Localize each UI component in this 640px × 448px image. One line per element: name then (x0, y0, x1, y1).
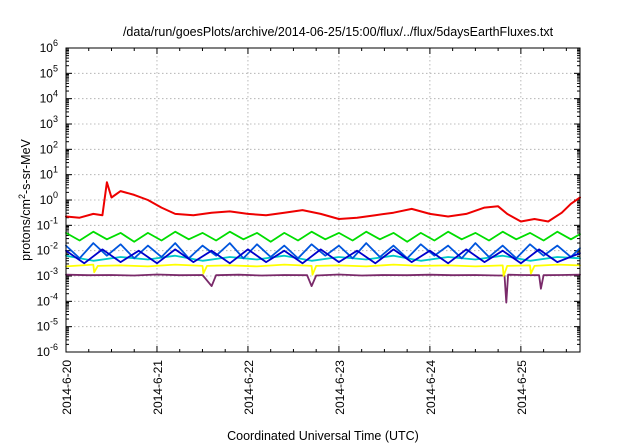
y-tick-label: 100 (40, 190, 58, 207)
y-tick-label: 104 (40, 89, 58, 106)
y-tick-label: 10-2 (37, 241, 58, 258)
series-line (65, 254, 581, 262)
series-line (65, 242, 581, 260)
x-tick-label: 2014-6-20 (60, 360, 74, 415)
y-tick-label: 10-6 (37, 342, 58, 359)
plot-frame (65, 47, 581, 353)
x-tick-label: 2014-6-25 (515, 360, 529, 415)
series-line (65, 263, 581, 277)
x-tick-label: 2014-6-21 (151, 360, 165, 415)
y-axis-label-rest: -s-sr-MeV (19, 138, 33, 194)
y-axis-label: protons/cm2-s-sr-MeV (17, 138, 33, 260)
y-tick-label: 10-3 (37, 266, 58, 283)
y-tick-label: 10-5 (37, 317, 58, 334)
series-line (65, 273, 581, 304)
data-series (65, 181, 581, 304)
y-tick-label: 105 (40, 63, 58, 80)
y-axis-label-sup: 2 (17, 194, 27, 199)
y-axis-ticks: 10-6 10-5 10-4 10-3 10-2 10-1 100 101 102 103 104 1… (37, 38, 580, 359)
y-tick-label: 102 (40, 139, 58, 156)
y-tick-label: 106 (40, 38, 58, 55)
x-tick-label: 2014-6-23 (333, 360, 347, 415)
y-tick-label: 10-4 (37, 291, 58, 308)
y-tick-label: 10-1 (37, 215, 58, 232)
x-tick-label: 2014-6-22 (242, 360, 256, 415)
y-axis-label-main: protons/cm (19, 199, 33, 261)
x-axis-label: Coordinated Universal Time (UTC) (227, 429, 419, 443)
chart-title: /data/run/goesPlots/archive/2014-06-25/1… (123, 25, 554, 39)
series-line (65, 230, 581, 243)
x-axis-ticks: 2014-6-20 2014-6-21 2014-6-22 2014-6-23 2014… (60, 48, 567, 415)
y-tick-label: 101 (40, 165, 58, 182)
series-line (65, 181, 581, 223)
series-line (65, 248, 581, 265)
y-tick-label: 103 (40, 114, 58, 131)
grid-lines (66, 48, 580, 352)
x-tick-label: 2014-6-24 (424, 360, 438, 415)
